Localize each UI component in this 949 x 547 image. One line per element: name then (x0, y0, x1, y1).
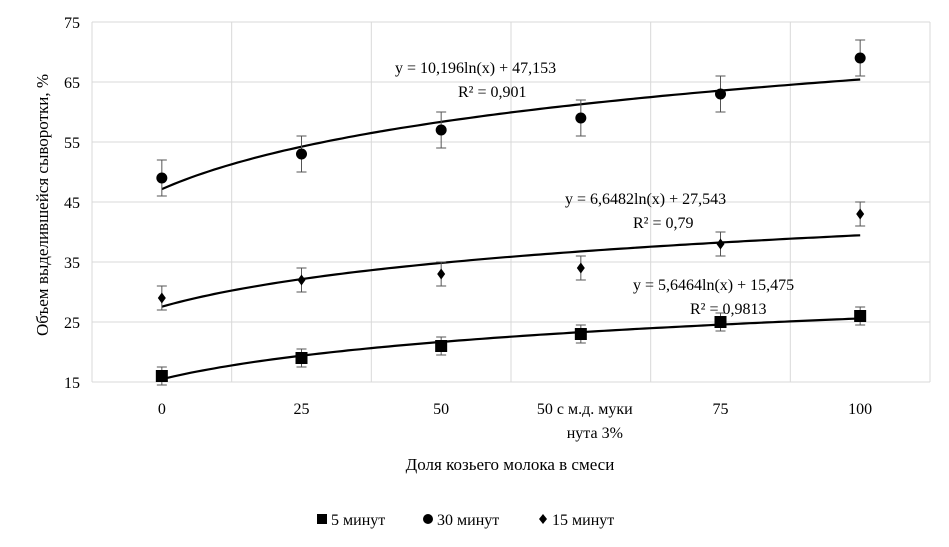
data-point-diamond (437, 268, 446, 280)
data-point-square (574, 328, 587, 340)
x-tick-labels: 0 25 50 50 с м.д. муки нута 3% 75 100 (158, 401, 872, 442)
y-tick-label: 35 (64, 255, 80, 272)
data-point-diamond (716, 238, 725, 250)
data-point-diamond (856, 208, 865, 220)
legend-item: 5 минут (317, 512, 385, 529)
y-tick-label: 45 (64, 195, 80, 212)
y-tick-labels: 15 25 35 45 55 65 75 (64, 15, 80, 392)
legend-item: 30 минут (423, 512, 499, 529)
data-point-square (854, 310, 867, 322)
y-tick-label: 55 (64, 135, 80, 152)
x-tick-label: 0 (158, 401, 166, 418)
trend-equation: y = 10,196ln(x) + 47,153 (395, 60, 556, 77)
data-point-square (295, 352, 308, 364)
data-point-circle (296, 148, 307, 160)
data-point-square (435, 340, 448, 352)
data-point-diamond (297, 274, 306, 286)
data-point-square (155, 370, 168, 382)
legend-label: 5 минут (331, 512, 385, 529)
x-axis-title: Доля козьего молока в смеси (406, 455, 615, 474)
data-point-circle (575, 112, 587, 124)
legend-label: 15 минут (552, 512, 614, 529)
y-tick-label: 75 (64, 15, 80, 32)
legend-item: 15 минут (539, 512, 614, 529)
data-point-circle (156, 172, 168, 184)
legend-label: 30 минут (437, 512, 499, 529)
r-squared-label: R² = 0,901 (458, 84, 527, 101)
legend-marker-diamond (539, 514, 547, 524)
trend-equations: y = 5,6464ln(x) + 15,475 R² = 0,9813 y = 1… (395, 60, 794, 318)
data-point-diamond (157, 292, 166, 304)
grid-lines (91, 21, 931, 383)
trend-equation: y = 5,6464ln(x) + 15,475 (633, 277, 794, 294)
y-axis-title: Объем выделившейся сыворотки, % (33, 74, 52, 336)
x-tick-label: 50 (433, 401, 449, 418)
legend-marker-square (317, 514, 327, 524)
y-tick-label: 15 (64, 375, 80, 392)
x-tick-label: 100 (848, 401, 872, 418)
x-tick-label: 75 (713, 401, 729, 418)
y-tick-label: 65 (64, 75, 80, 92)
trend-equation: y = 6,6482ln(x) + 27,543 (565, 191, 726, 208)
data-point-diamond (576, 262, 585, 274)
y-tick-label: 25 (64, 315, 80, 332)
trend-line (161, 317, 861, 381)
data-point-circle (854, 52, 866, 64)
r-squared-label: R² = 0,9813 (690, 301, 767, 318)
x-tick-label: 50 с м.д. муки (537, 401, 633, 418)
r-squared-label: R² = 0,79 (633, 215, 694, 232)
data-point-circle (715, 88, 726, 100)
data-point-circle (435, 124, 447, 136)
data-markers (155, 52, 867, 382)
x-tick-label: нута 3% (567, 425, 623, 442)
legend-marker-circle (423, 514, 433, 524)
trend-line (161, 234, 861, 308)
x-tick-label: 25 (294, 401, 310, 418)
legend: 5 минут 30 минут 15 минут (317, 512, 614, 529)
trend-lines (161, 78, 861, 381)
data-point-square (714, 316, 727, 328)
trend-line (161, 78, 861, 191)
